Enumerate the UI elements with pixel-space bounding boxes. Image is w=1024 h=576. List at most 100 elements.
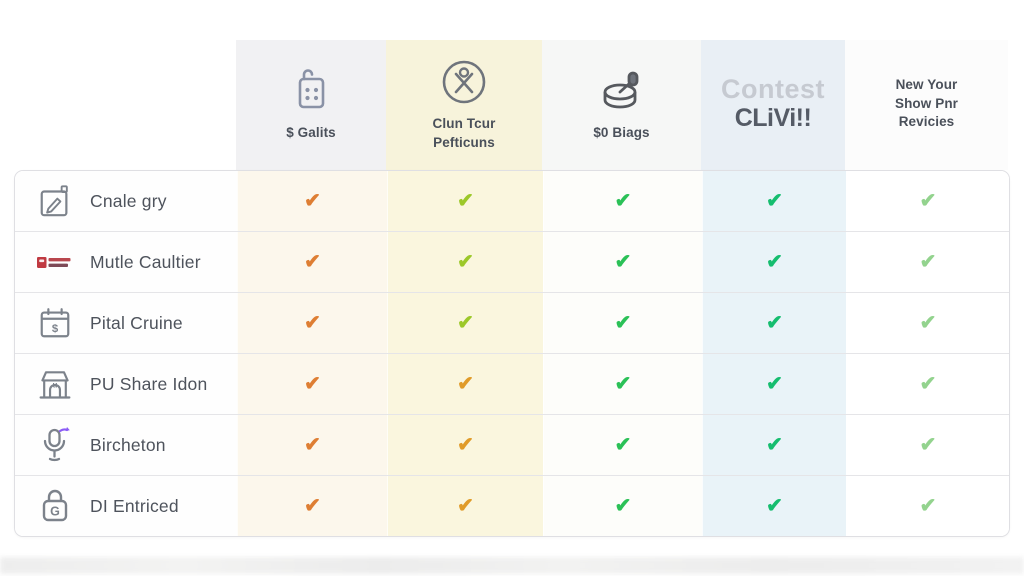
check-icon: ✔ [919,433,937,456]
feature-label-cell: G DI Entriced [15,476,237,536]
check-cell: ✔ [702,293,846,353]
edit-note-icon [37,182,73,220]
feature-label: Pital Cruine [90,312,183,333]
feature-label: Bircheton [90,434,166,455]
check-icon: ✔ [304,494,321,517]
check-cell: ✔ [846,232,1009,292]
check-cell: ✔ [237,171,387,231]
check-cell: ✔ [543,293,702,353]
check-icon: ✔ [457,433,474,456]
check-cell: ✔ [387,354,543,414]
check-cell: ✔ [543,171,702,231]
no-fees-circle-icon [438,56,490,108]
column-header-galits: $ Galits [236,40,386,170]
check-cell: ✔ [846,476,1009,536]
calendar-dollar-icon: $ [37,305,73,341]
check-cell: ✔ [543,415,702,475]
column-header-label-line: Revicies [898,114,955,130]
check-icon: ✔ [919,189,937,212]
feature-label-cell: Mutle Caultier [15,232,237,292]
check-cell: ✔ [237,415,387,475]
page-bottom-shadow [0,557,1024,574]
check-cell: ✔ [702,476,846,536]
check-cell: ✔ [543,476,702,536]
drum-savings-icon [596,65,648,117]
table-row: G DI Entriced ✔ ✔ ✔ ✔ ✔ [15,475,1009,536]
check-cell: ✔ [543,354,702,414]
check-cell: ✔ [543,232,702,292]
check-icon: ✔ [919,311,937,334]
table-row: Mutle Caultier ✔ ✔ ✔ ✔ ✔ [15,231,1009,292]
check-icon: ✔ [766,311,783,334]
svg-text:$: $ [52,323,59,335]
lock-g-icon: G [37,487,73,525]
check-cell: ✔ [387,476,543,536]
check-cell: ✔ [846,415,1009,475]
check-cell: ✔ [702,232,846,292]
check-icon: ✔ [457,311,474,334]
check-icon: ✔ [919,494,937,517]
feature-label: PU Share Idon [90,373,208,394]
check-icon: ✔ [614,250,632,273]
check-cell: ✔ [237,354,387,414]
check-icon: ✔ [766,433,783,456]
check-icon: ✔ [919,250,937,273]
feature-label: Cnale gry [90,190,167,211]
brand-logo-top-text: Contest [721,74,825,105]
check-icon: ✔ [614,433,632,456]
check-cell: ✔ [702,415,846,475]
check-icon: ✔ [457,189,474,212]
svg-text:u: u [53,381,58,390]
check-cell: ✔ [846,171,1009,231]
check-cell: ✔ [387,232,543,292]
column-header-label-line: Show Pnr [894,95,959,111]
check-cell: ✔ [387,415,543,475]
column-header-label-line: $ Galits [286,125,336,141]
column-header-clun-tcur-pefticuns: Clun Tcur Pefticuns [386,40,542,170]
check-icon: ✔ [304,311,321,334]
check-icon: ✔ [919,372,937,395]
check-cell: ✔ [702,171,846,231]
brand-logo-bottom-text: CLiVi!! [734,104,812,133]
check-icon: ✔ [457,494,474,517]
table-row: Cnale gry ✔ ✔ ✔ ✔ ✔ [15,171,1009,231]
check-icon: ✔ [304,250,321,273]
check-icon: ✔ [766,372,783,395]
column-header-contest-clivi: Contest CLiVi!! [701,40,845,170]
column-header-label: $0 Biags [593,124,649,143]
feature-label-cell: u PU Share Idon [15,354,237,414]
bank-stall-icon: u [37,366,73,402]
feature-label-cell: Cnale gry [15,171,237,231]
check-cell: ✔ [387,171,543,231]
column-header-zero-biags: $0 Biags [542,40,701,170]
check-icon: ✔ [614,311,632,334]
column-header-label-line: Clun Tcur [432,115,496,131]
comparison-table: Cnale gry ✔ ✔ ✔ ✔ ✔ Mutle Caultier ✔ ✔ ✔ ✔ ✔ $ Pital … [14,170,1010,537]
feature-label-cell: $ Pital Cruine [15,293,237,353]
check-icon: ✔ [304,433,321,456]
feature-label: DI Entriced [90,495,179,516]
check-cell: ✔ [846,354,1009,414]
table-row: u PU Share Idon ✔ ✔ ✔ ✔ ✔ [15,353,1009,414]
check-cell: ✔ [237,232,387,292]
check-cell: ✔ [702,354,846,414]
column-header-label: Clun Tcur Pefticuns [433,115,496,153]
column-header-label-line: New Your [895,76,958,92]
check-cell: ✔ [387,293,543,353]
column-header-label-line: Pefticuns [433,134,495,150]
check-cell: ✔ [237,293,387,353]
column-header-label-line: $0 Biags [593,125,650,141]
check-icon: ✔ [766,250,783,273]
check-icon: ✔ [766,494,783,517]
check-icon: ✔ [614,494,632,517]
brand-logo: Contest CLiVi!! [721,75,825,132]
check-cell: ✔ [237,476,387,536]
column-header-new-your-show-pnr-revicies: New Your Show Pnr Revicies [845,40,1008,170]
table-row: $ Pital Cruine ✔ ✔ ✔ ✔ ✔ [15,292,1009,353]
table-row: Bircheton ✔ ✔ ✔ ✔ ✔ [15,414,1009,475]
check-cell: ✔ [846,293,1009,353]
check-icon: ✔ [614,189,632,212]
calculator-icon [288,65,334,117]
microphone-sync-icon [37,425,73,465]
